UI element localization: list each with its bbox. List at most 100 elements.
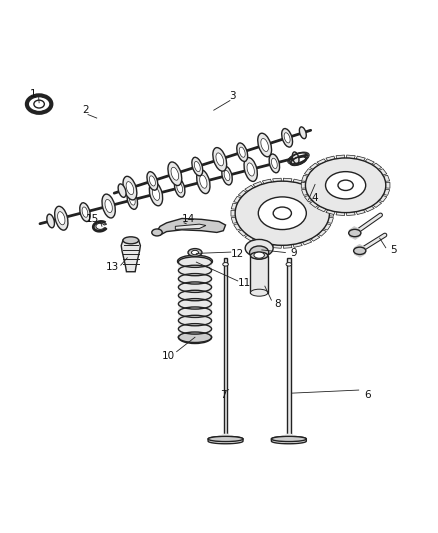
Polygon shape xyxy=(272,437,306,444)
Ellipse shape xyxy=(152,229,162,236)
Text: 5: 5 xyxy=(390,245,397,255)
Polygon shape xyxy=(310,201,318,207)
Polygon shape xyxy=(302,182,312,187)
Ellipse shape xyxy=(149,182,162,206)
Polygon shape xyxy=(93,222,106,231)
Polygon shape xyxy=(175,224,206,229)
Polygon shape xyxy=(324,224,331,230)
Polygon shape xyxy=(385,182,390,188)
Ellipse shape xyxy=(126,182,134,195)
Polygon shape xyxy=(121,240,141,272)
Ellipse shape xyxy=(177,183,183,193)
Polygon shape xyxy=(178,316,212,329)
Text: 14: 14 xyxy=(182,214,195,224)
Polygon shape xyxy=(336,155,345,159)
Polygon shape xyxy=(208,437,243,444)
Polygon shape xyxy=(360,251,365,257)
Ellipse shape xyxy=(102,194,115,218)
Polygon shape xyxy=(384,189,390,195)
Polygon shape xyxy=(238,230,247,236)
Text: 1: 1 xyxy=(30,89,37,99)
Polygon shape xyxy=(283,178,292,182)
Ellipse shape xyxy=(251,289,268,296)
Ellipse shape xyxy=(353,247,366,254)
Polygon shape xyxy=(346,155,355,159)
Polygon shape xyxy=(283,245,292,248)
Polygon shape xyxy=(178,257,212,270)
Polygon shape xyxy=(231,203,237,209)
Polygon shape xyxy=(354,227,360,233)
Ellipse shape xyxy=(349,229,361,237)
Ellipse shape xyxy=(168,162,182,185)
Polygon shape xyxy=(272,245,281,248)
Polygon shape xyxy=(293,243,302,247)
Ellipse shape xyxy=(192,157,203,176)
Ellipse shape xyxy=(177,255,212,268)
Ellipse shape xyxy=(284,133,290,143)
Ellipse shape xyxy=(130,195,135,205)
Polygon shape xyxy=(356,210,365,214)
Polygon shape xyxy=(328,203,333,209)
Polygon shape xyxy=(373,163,381,169)
Ellipse shape xyxy=(178,331,212,343)
Polygon shape xyxy=(262,243,272,247)
Ellipse shape xyxy=(325,172,366,199)
Text: 15: 15 xyxy=(86,214,99,224)
Ellipse shape xyxy=(31,99,47,110)
Ellipse shape xyxy=(244,158,258,181)
Ellipse shape xyxy=(208,437,243,441)
Text: 8: 8 xyxy=(275,298,281,309)
Polygon shape xyxy=(365,206,374,212)
Polygon shape xyxy=(251,256,268,293)
Polygon shape xyxy=(233,196,241,203)
Polygon shape xyxy=(311,185,320,191)
Ellipse shape xyxy=(174,179,185,197)
Polygon shape xyxy=(293,179,302,184)
Ellipse shape xyxy=(305,158,386,213)
Ellipse shape xyxy=(149,176,155,186)
Polygon shape xyxy=(349,230,355,237)
Ellipse shape xyxy=(123,176,137,200)
Polygon shape xyxy=(301,189,308,195)
Text: 13: 13 xyxy=(106,262,119,272)
Polygon shape xyxy=(317,159,326,164)
Polygon shape xyxy=(350,233,355,239)
Ellipse shape xyxy=(127,191,138,209)
Polygon shape xyxy=(231,217,237,223)
Polygon shape xyxy=(360,247,365,254)
Polygon shape xyxy=(178,282,212,295)
Polygon shape xyxy=(304,169,312,175)
Polygon shape xyxy=(346,212,355,215)
Ellipse shape xyxy=(269,154,279,173)
Ellipse shape xyxy=(80,203,90,222)
Polygon shape xyxy=(326,156,335,161)
Polygon shape xyxy=(379,196,387,202)
Ellipse shape xyxy=(147,172,158,190)
Polygon shape xyxy=(336,212,345,215)
Ellipse shape xyxy=(213,148,226,171)
Ellipse shape xyxy=(82,207,88,217)
Polygon shape xyxy=(356,156,365,161)
Ellipse shape xyxy=(251,252,268,259)
Polygon shape xyxy=(301,182,306,188)
Polygon shape xyxy=(238,190,247,197)
Polygon shape xyxy=(301,175,308,181)
Text: 6: 6 xyxy=(364,390,371,400)
Ellipse shape xyxy=(258,197,306,230)
Ellipse shape xyxy=(292,152,299,164)
Polygon shape xyxy=(279,434,299,439)
Ellipse shape xyxy=(282,128,293,147)
Polygon shape xyxy=(272,178,281,182)
Polygon shape xyxy=(310,163,318,169)
Polygon shape xyxy=(311,235,320,241)
Ellipse shape xyxy=(247,163,254,176)
Ellipse shape xyxy=(222,166,232,185)
Polygon shape xyxy=(233,224,241,230)
Polygon shape xyxy=(318,190,326,197)
Polygon shape xyxy=(287,258,290,439)
Ellipse shape xyxy=(216,153,223,166)
Polygon shape xyxy=(245,235,254,241)
Polygon shape xyxy=(215,434,236,439)
Ellipse shape xyxy=(286,263,292,266)
Text: 9: 9 xyxy=(290,248,297,259)
